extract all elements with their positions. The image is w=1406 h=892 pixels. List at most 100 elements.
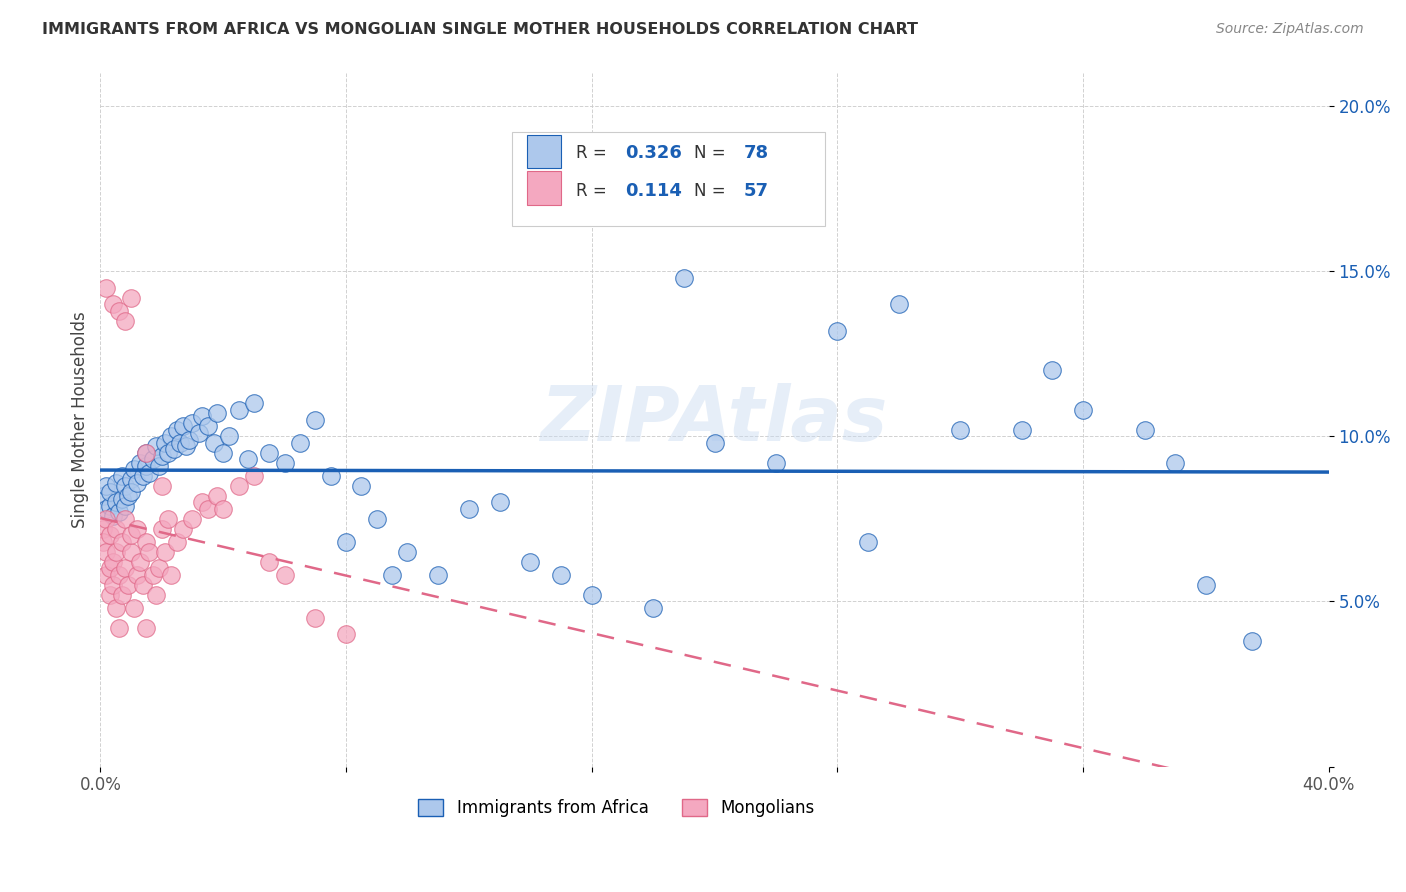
Point [96, 280, 118, 294]
Point [120, 485, 142, 500]
Point [187, 425, 209, 440]
Point [335, 535, 357, 549]
Point [156, 512, 179, 526]
Point [120, 291, 142, 305]
Point [243, 469, 266, 483]
Point [304, 611, 326, 625]
Point [169, 436, 191, 450]
Text: N =: N = [693, 145, 731, 162]
Point [218, 429, 240, 443]
Point [259, 446, 281, 460]
Point [212, 502, 235, 516]
Point [703, 436, 725, 450]
Point [104, 601, 127, 615]
Text: IMMIGRANTS FROM AFRICA VS MONGOLIAN SINGLE MOTHER HOUSEHOLDS CORRELATION CHART: IMMIGRANTS FROM AFRICA VS MONGOLIAN SING… [42, 22, 918, 37]
Point [107, 505, 129, 519]
Point [827, 324, 849, 338]
FancyBboxPatch shape [527, 171, 561, 205]
Point [153, 545, 176, 559]
Point [381, 568, 404, 582]
Point [93, 535, 115, 549]
Point [138, 545, 160, 559]
Point [96, 568, 118, 582]
Point [1240, 634, 1263, 648]
Point [135, 458, 157, 473]
Point [153, 436, 176, 450]
Point [148, 458, 170, 473]
Point [172, 522, 194, 536]
Point [132, 578, 155, 592]
Point [181, 416, 204, 430]
Point [288, 436, 311, 450]
Point [150, 479, 173, 493]
Point [127, 475, 149, 490]
Point [93, 522, 115, 536]
Point [107, 568, 129, 582]
Point [120, 528, 142, 542]
Point [98, 561, 121, 575]
Point [114, 479, 136, 493]
Point [1040, 363, 1063, 377]
Point [150, 522, 173, 536]
FancyBboxPatch shape [527, 135, 561, 168]
Point [101, 555, 124, 569]
Point [98, 499, 121, 513]
Point [319, 469, 342, 483]
Point [1071, 402, 1094, 417]
Point [166, 423, 188, 437]
Point [212, 446, 235, 460]
Point [243, 396, 266, 410]
Point [949, 423, 972, 437]
Point [457, 502, 479, 516]
Point [856, 535, 879, 549]
Point [101, 578, 124, 592]
Point [273, 568, 295, 582]
Point [135, 446, 157, 460]
Point [111, 535, 134, 549]
Point [228, 402, 250, 417]
Point [519, 555, 541, 569]
Point [114, 512, 136, 526]
Y-axis label: Single Mother Households: Single Mother Households [72, 311, 89, 528]
Point [142, 452, 165, 467]
Point [205, 489, 228, 503]
Point [135, 535, 157, 549]
Point [259, 555, 281, 569]
Text: R =: R = [575, 145, 612, 162]
Point [120, 472, 142, 486]
Point [104, 495, 127, 509]
Text: 0.326: 0.326 [624, 145, 682, 162]
Point [273, 456, 295, 470]
Point [98, 528, 121, 542]
Point [202, 436, 225, 450]
Legend: Immigrants from Africa, Mongolians: Immigrants from Africa, Mongolians [412, 793, 821, 824]
Point [190, 409, 212, 424]
Point [127, 522, 149, 536]
Point [304, 413, 326, 427]
Point [1195, 578, 1218, 592]
Point [427, 568, 450, 582]
Point [96, 502, 118, 516]
Point [117, 489, 139, 503]
Point [127, 568, 149, 582]
Point [101, 297, 124, 311]
Point [107, 621, 129, 635]
FancyBboxPatch shape [512, 132, 825, 226]
Point [396, 545, 419, 559]
Point [138, 466, 160, 480]
Point [236, 452, 259, 467]
Point [98, 588, 121, 602]
Point [366, 512, 388, 526]
Point [335, 627, 357, 641]
Point [104, 545, 127, 559]
Point [101, 508, 124, 523]
Point [181, 512, 204, 526]
Text: 0.114: 0.114 [624, 182, 682, 200]
Point [114, 314, 136, 328]
Point [96, 479, 118, 493]
Text: Source: ZipAtlas.com: Source: ZipAtlas.com [1216, 22, 1364, 37]
Point [765, 456, 787, 470]
Point [98, 485, 121, 500]
Point [672, 270, 695, 285]
Text: 78: 78 [744, 145, 769, 162]
